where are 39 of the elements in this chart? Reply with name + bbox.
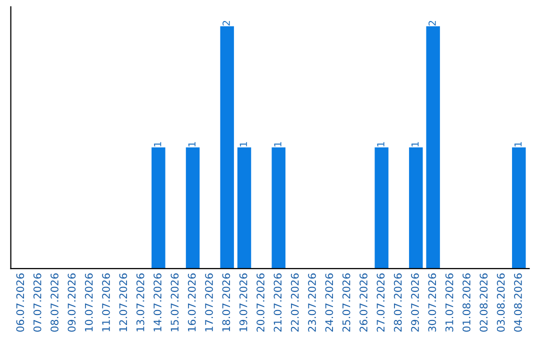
data-label: 1 — [240, 142, 247, 146]
x-tick-label: 10.07.2026 — [84, 273, 93, 332]
x-tick-label: 08.07.2026 — [50, 273, 58, 332]
data-label: 1 — [377, 142, 384, 146]
x-tick-label: 11.07.2026 — [102, 273, 110, 332]
x-tick-label: 28.07.2026 — [394, 273, 402, 332]
x-tick-label: 16.07.2026 — [188, 273, 196, 332]
x-tick-label: 09.07.2026 — [68, 273, 76, 332]
x-tick-label: 31.07.2026 — [445, 273, 454, 332]
x-tick-label: 15.07.2026 — [170, 273, 179, 332]
x-tick-label: 17.07.2026 — [205, 273, 213, 332]
x-tick-label: 04.08.2026 — [514, 273, 522, 332]
x-tick-label: 22.07.2026 — [290, 273, 299, 332]
data-label: 1 — [154, 142, 162, 146]
x-tick-label: 26.07.2026 — [360, 273, 368, 332]
x-tick-label: 06.07.2026 — [16, 273, 24, 332]
data-label: 2 — [428, 20, 436, 26]
data-label: 1 — [274, 142, 282, 146]
x-tick-label: 23.07.2026 — [308, 273, 316, 332]
x-tick-label: 27.07.2026 — [376, 273, 385, 332]
x-tick-label: 19.07.2026 — [239, 273, 248, 332]
x-tick-label: 29.07.2026 — [411, 273, 419, 332]
x-tick-label: 01.08.2026 — [462, 273, 470, 332]
data-label: 1 — [188, 142, 196, 146]
x-tick-label: 12.07.2026 — [119, 273, 128, 332]
x-tick-label: 14.07.2026 — [154, 273, 162, 332]
x-tick-label: 30.07.2026 — [428, 273, 436, 332]
x-tick-label: 18.07.2026 — [222, 273, 230, 332]
x-tick-label: 13.07.2026 — [136, 273, 144, 332]
data-label: 2 — [222, 20, 230, 26]
x-tick-label: 03.08.2026 — [496, 273, 505, 332]
x-tick-label: 25.07.2026 — [342, 273, 350, 332]
data-label: 1 — [412, 142, 419, 146]
x-tick-label: 02.08.2026 — [480, 273, 488, 332]
x-tick-label: 21.07.2026 — [274, 273, 282, 332]
data-label: 1 — [514, 142, 522, 146]
x-tick-label: 20.07.2026 — [256, 273, 264, 332]
x-tick-label: 07.07.2026 — [33, 273, 42, 332]
x-tick-label: 24.07.2026 — [325, 273, 334, 332]
